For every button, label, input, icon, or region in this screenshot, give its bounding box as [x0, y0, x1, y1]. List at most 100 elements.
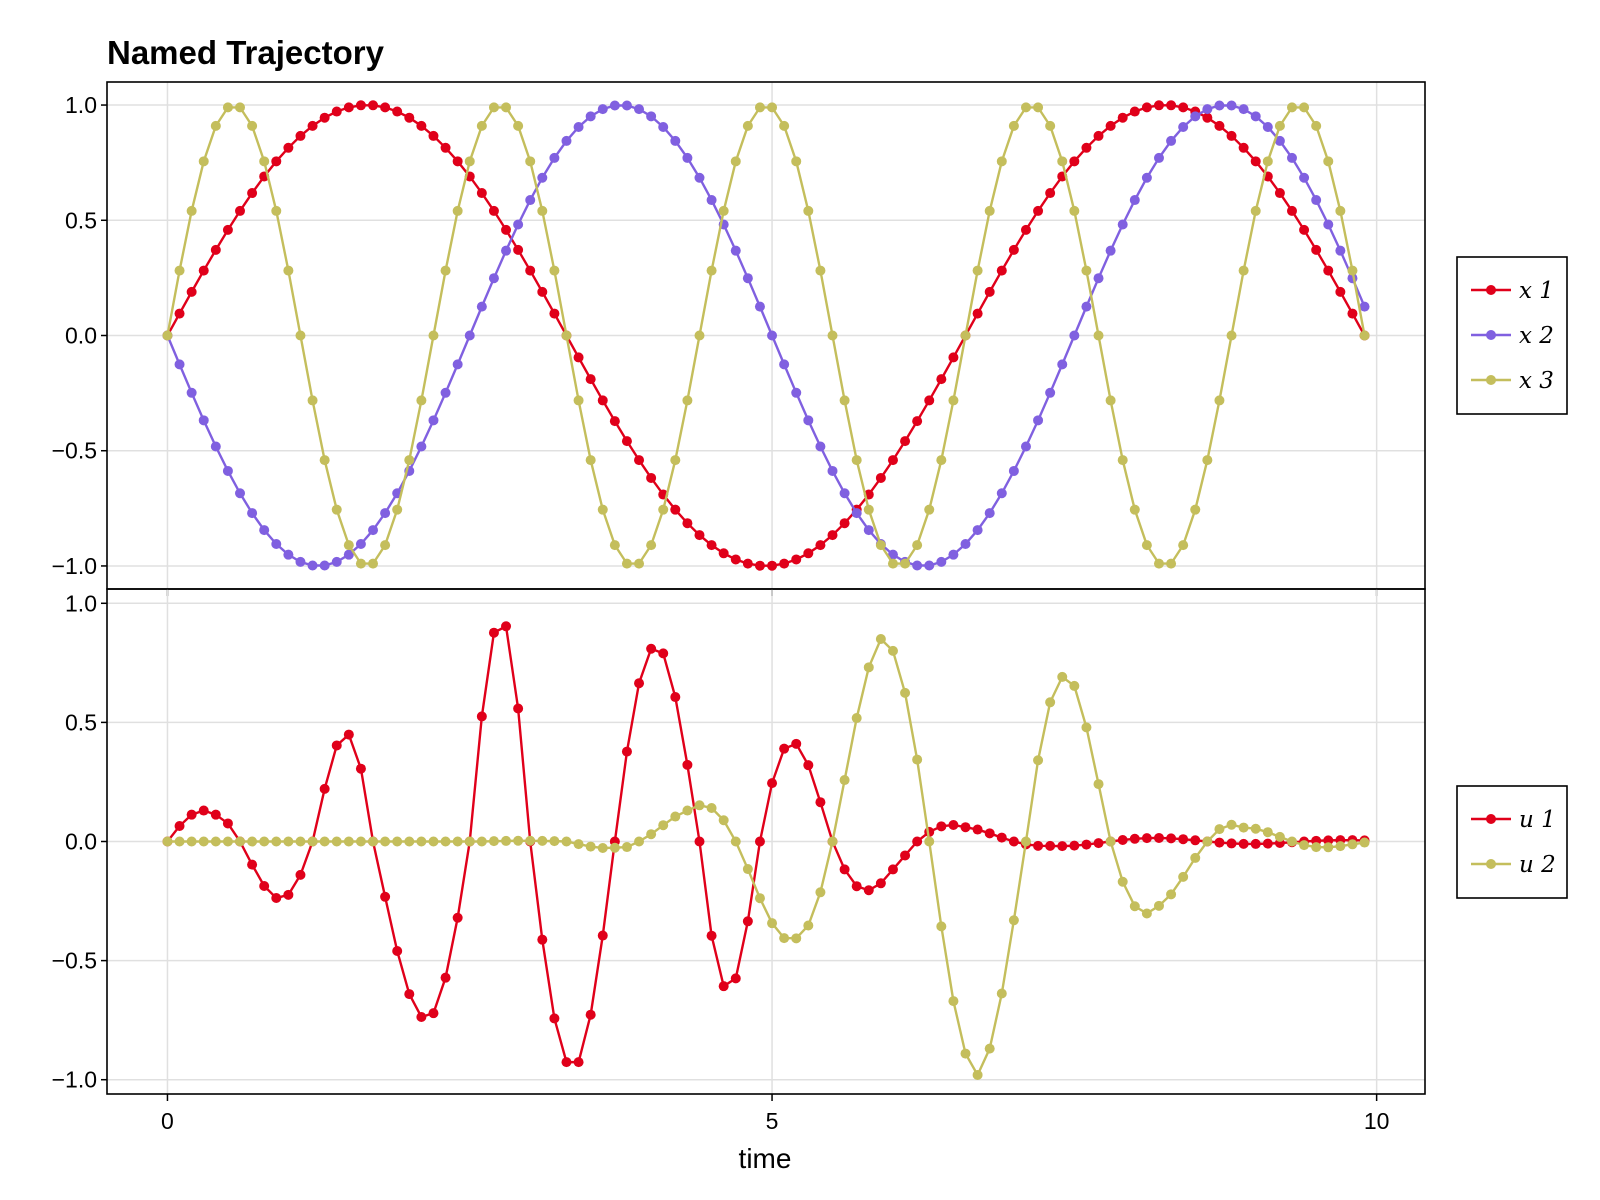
data-point: [404, 112, 415, 123]
data-point: [174, 821, 185, 832]
data-point: [525, 195, 536, 206]
data-point: [355, 100, 366, 111]
data-point: [718, 981, 729, 992]
data-point: [283, 265, 294, 276]
data-point: [585, 1009, 596, 1020]
data-point: [996, 488, 1007, 499]
data-point: [1069, 156, 1080, 167]
data-point: [1299, 224, 1310, 235]
legend-swatch-marker: [1486, 330, 1496, 340]
data-point: [621, 100, 632, 111]
data-point: [791, 738, 802, 749]
data-point: [549, 152, 560, 163]
data-point: [851, 713, 862, 724]
data-point: [1081, 722, 1092, 733]
data-point: [1238, 265, 1249, 276]
data-point: [271, 156, 282, 167]
y-tick-label: −0.5: [52, 948, 97, 974]
data-point: [634, 104, 645, 115]
data-point: [694, 800, 705, 811]
data-point: [222, 836, 233, 847]
data-point: [513, 703, 524, 714]
data-point: [464, 836, 475, 847]
data-point: [174, 308, 185, 319]
data-point: [1226, 330, 1237, 341]
data-point: [1323, 156, 1334, 167]
data-point: [912, 540, 923, 551]
data-point: [1117, 219, 1128, 230]
data-point: [767, 778, 778, 789]
data-point: [501, 621, 512, 632]
data-point: [247, 836, 258, 847]
data-point: [1020, 224, 1031, 235]
data-point: [1129, 901, 1140, 912]
data-point: [452, 836, 463, 847]
data-point: [1069, 680, 1080, 691]
data-point: [1335, 286, 1346, 297]
data-point: [754, 301, 765, 312]
data-point: [839, 518, 850, 529]
data-point: [1020, 441, 1031, 452]
data-point: [452, 912, 463, 923]
data-point: [839, 488, 850, 499]
data-point: [670, 455, 681, 466]
data-point: [1033, 755, 1044, 766]
data-point: [742, 120, 753, 131]
data-point: [1129, 195, 1140, 206]
data-point: [900, 436, 911, 447]
data-point: [222, 818, 233, 829]
data-point: [1057, 841, 1068, 852]
data-point: [1250, 205, 1261, 216]
data-point: [198, 156, 209, 167]
data-point: [827, 330, 838, 341]
data-point: [730, 554, 741, 565]
data-point: [174, 836, 185, 847]
data-point: [936, 374, 947, 385]
data-point: [1153, 900, 1164, 911]
data-point: [960, 1048, 971, 1059]
data-point: [597, 395, 608, 406]
data-point: [827, 530, 838, 541]
data-point: [646, 643, 657, 654]
data-point: [537, 286, 548, 297]
legend-label: x 1: [1519, 278, 1554, 304]
data-point: [222, 465, 233, 476]
data-point: [1190, 111, 1201, 122]
legend-label: u 1: [1519, 807, 1556, 833]
data-point: [1033, 102, 1044, 113]
data-point: [331, 556, 342, 567]
data-point: [972, 525, 983, 536]
data-point: [1166, 889, 1177, 900]
data-point: [428, 1008, 439, 1019]
y-tick-label: 0.5: [65, 207, 97, 233]
data-point: [331, 504, 342, 515]
data-point: [259, 836, 270, 847]
data-point: [1238, 838, 1249, 849]
data-point: [1202, 455, 1213, 466]
data-point: [900, 687, 911, 698]
data-point: [1033, 415, 1044, 426]
data-point: [972, 265, 983, 276]
data-point: [368, 100, 379, 111]
data-point: [235, 102, 246, 113]
data-point: [452, 205, 463, 216]
data-point: [162, 330, 173, 341]
data-point: [1274, 135, 1285, 146]
data-point: [1117, 876, 1128, 887]
data-point: [634, 455, 645, 466]
data-point: [670, 135, 681, 146]
data-point: [646, 829, 657, 840]
data-point: [900, 558, 911, 569]
data-point: [440, 836, 451, 847]
data-point: [1214, 824, 1225, 835]
data-point: [1057, 671, 1068, 682]
data-point: [1214, 395, 1225, 406]
series-line-u-2: [167, 636, 1365, 1078]
data-point: [368, 558, 379, 569]
data-point: [549, 265, 560, 276]
data-point: [1033, 205, 1044, 216]
data-point: [730, 156, 741, 167]
data-point: [1262, 121, 1273, 132]
data-point: [440, 387, 451, 398]
data-point: [307, 836, 318, 847]
